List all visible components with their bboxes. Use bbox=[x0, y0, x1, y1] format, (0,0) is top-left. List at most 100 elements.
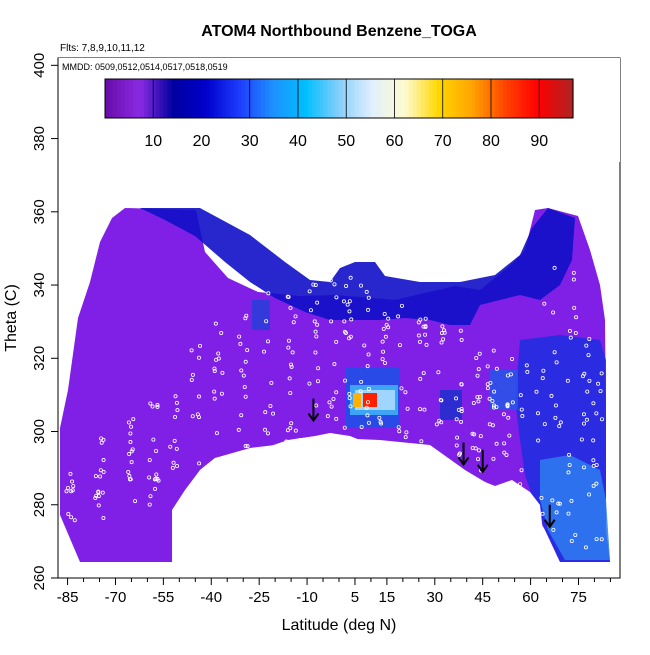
sample-point bbox=[220, 370, 225, 375]
y-tick-label: 340 bbox=[31, 273, 48, 298]
sample-point bbox=[64, 489, 69, 494]
colorbar-swatch bbox=[140, 79, 145, 118]
colorbar-swatch bbox=[378, 79, 383, 118]
colorbar-swatch bbox=[233, 79, 239, 118]
colorbar-swatch bbox=[319, 79, 324, 118]
sample-point bbox=[99, 436, 104, 441]
sample-point bbox=[551, 527, 556, 532]
sample-point bbox=[155, 476, 160, 481]
colorbar-swatch bbox=[292, 79, 297, 118]
sample-point bbox=[594, 411, 599, 416]
colorbar-swatch bbox=[409, 79, 414, 118]
sample-point bbox=[128, 431, 133, 436]
sample-point bbox=[436, 455, 441, 460]
sample-point bbox=[316, 379, 321, 384]
colorbar-swatch bbox=[436, 79, 441, 118]
sample-point bbox=[173, 415, 178, 420]
colorbar-swatch bbox=[167, 79, 172, 118]
sample-point bbox=[328, 278, 333, 283]
sample-point bbox=[342, 319, 347, 324]
blue-band-upper bbox=[140, 208, 575, 325]
sample-point bbox=[98, 474, 103, 479]
y-tick-label: 280 bbox=[31, 492, 48, 517]
colorbar-swatch bbox=[413, 79, 418, 118]
colorbar-tick-label: 30 bbox=[241, 133, 259, 150]
sample-point bbox=[262, 349, 267, 354]
sample-point bbox=[154, 472, 159, 477]
sample-point bbox=[556, 501, 561, 506]
colorbar-tick-label: 80 bbox=[482, 133, 500, 150]
colorbar-swatch bbox=[553, 79, 558, 118]
colorbar-swatch bbox=[495, 79, 500, 118]
sample-point bbox=[550, 498, 555, 503]
sample-point bbox=[571, 270, 576, 275]
sample-point bbox=[293, 314, 298, 319]
colorbar-tick-label: 60 bbox=[386, 133, 404, 150]
sample-point bbox=[418, 407, 423, 412]
colorbar-swatch bbox=[389, 79, 395, 118]
colorbar-swatch bbox=[381, 79, 387, 118]
sample-point bbox=[348, 275, 353, 280]
colorbar-swatch bbox=[116, 79, 122, 118]
sample-point bbox=[313, 329, 318, 334]
colorbar-swatch bbox=[526, 79, 531, 118]
colorbar-swatch bbox=[549, 79, 555, 118]
sample-point bbox=[263, 410, 268, 415]
x-tick-label: 5 bbox=[351, 589, 359, 606]
sample-point bbox=[501, 412, 506, 417]
y-axis: 260 280 300 320 340 360 380 400 bbox=[31, 53, 59, 591]
sample-point bbox=[520, 505, 525, 510]
sample-point bbox=[540, 529, 545, 534]
colorbar-swatch bbox=[541, 79, 547, 118]
y-tick-label: 400 bbox=[31, 53, 48, 78]
sample-point bbox=[347, 396, 352, 401]
sample-point bbox=[581, 412, 586, 417]
sample-point bbox=[289, 421, 294, 426]
sample-point bbox=[571, 277, 576, 282]
y-tick-label: 320 bbox=[31, 346, 48, 371]
sample-point bbox=[307, 381, 312, 386]
sample-point bbox=[416, 320, 421, 325]
sample-point bbox=[598, 389, 603, 394]
sample-point bbox=[266, 291, 271, 296]
sample-point bbox=[174, 446, 179, 451]
peak-cell-low bbox=[353, 393, 361, 407]
colorbar-swatch bbox=[147, 79, 153, 118]
sample-point bbox=[424, 342, 429, 347]
sample-point bbox=[382, 311, 387, 316]
sample-point bbox=[574, 315, 579, 320]
sample-point bbox=[268, 403, 273, 408]
sample-point bbox=[342, 425, 347, 430]
sample-point bbox=[587, 378, 592, 383]
sample-point bbox=[343, 378, 348, 383]
colorbar-swatch bbox=[253, 79, 258, 118]
sample-point bbox=[291, 320, 296, 325]
sample-point bbox=[241, 373, 246, 378]
sample-point bbox=[585, 389, 590, 394]
sample-point bbox=[212, 396, 217, 401]
sample-point bbox=[239, 413, 244, 418]
sample-point bbox=[366, 420, 371, 425]
colorbar-swatch bbox=[471, 79, 477, 118]
sample-point bbox=[98, 468, 103, 473]
sample-point bbox=[474, 356, 479, 361]
colorbar-swatch bbox=[452, 79, 457, 118]
sample-point bbox=[476, 367, 481, 372]
colorbar-swatch bbox=[354, 79, 360, 118]
sample-point bbox=[471, 401, 476, 406]
colorbar-swatch bbox=[284, 79, 289, 118]
colorbar-swatch bbox=[280, 79, 285, 118]
colorbar-swatch bbox=[194, 79, 200, 118]
sample-point bbox=[154, 448, 159, 453]
sample-point bbox=[403, 390, 408, 395]
sample-point bbox=[584, 343, 589, 348]
sample-point bbox=[197, 461, 202, 466]
sample-point bbox=[457, 451, 462, 456]
colorbar-swatch bbox=[179, 79, 184, 118]
sample-point bbox=[549, 393, 554, 398]
sample-point bbox=[507, 433, 512, 438]
sample-point bbox=[189, 377, 194, 382]
sample-point bbox=[591, 401, 596, 406]
sample-point bbox=[147, 458, 152, 463]
sample-point bbox=[293, 428, 298, 433]
